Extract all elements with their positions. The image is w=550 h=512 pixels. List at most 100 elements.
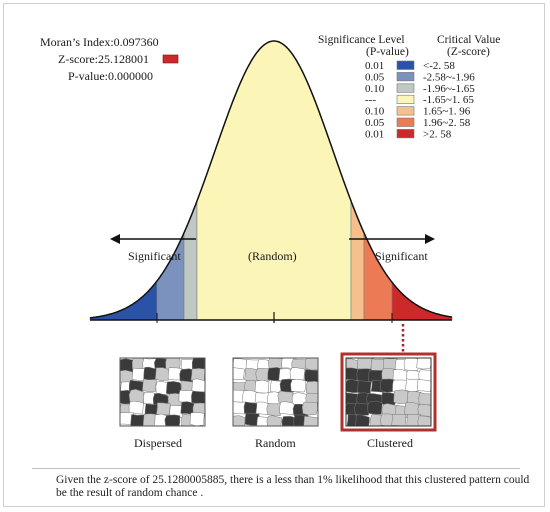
bell-curve: [89, 40, 453, 321]
legend-row: 0.01 <-2. 58: [365, 60, 455, 72]
map-region: [305, 358, 318, 371]
legend-row: 0.05 -2.58~-1.96: [365, 71, 475, 83]
map-region: [189, 412, 205, 426]
map-region: [266, 415, 282, 426]
map-clustered: [340, 352, 437, 432]
legend-p-value: 0.05: [365, 71, 385, 83]
map-region: [304, 369, 318, 383]
map-region: [305, 381, 318, 396]
map-region: [233, 415, 246, 426]
legend-swatch: [396, 117, 415, 127]
map-region: [178, 390, 194, 403]
legend-swatch: [396, 72, 415, 82]
legend-p-value: 0.01: [365, 60, 384, 72]
map-region: [255, 368, 272, 382]
map-region: [393, 389, 409, 405]
map-label-dispersed: Dispersed: [134, 436, 182, 450]
map-region: [367, 400, 383, 415]
map-region: [130, 414, 146, 426]
map-region: [166, 381, 182, 396]
map-region: [380, 413, 396, 426]
map-region: [120, 358, 135, 373]
map-region: [164, 414, 181, 426]
map-label-clustered: Clustered: [367, 436, 413, 450]
legend-p-value: ---: [365, 94, 376, 106]
z-score-text: Z-score:25.128001: [58, 52, 149, 66]
map-region: [303, 415, 318, 426]
legend-row: --- -1.65~1. 65: [365, 94, 474, 106]
map-region: [406, 414, 422, 426]
map-region: [191, 378, 205, 393]
map-region: [357, 380, 372, 395]
legend-z-range: <-2. 58: [423, 60, 455, 72]
map-region: [153, 413, 169, 426]
map-region: [155, 367, 170, 382]
map-region: [418, 392, 431, 406]
map-region: [156, 402, 171, 416]
legend-z-range: 1.65~1. 96: [423, 106, 471, 118]
map-region: [266, 403, 282, 416]
map-region: [381, 392, 397, 406]
z-score-swatch: [162, 54, 179, 64]
right-arrowhead: [425, 234, 435, 244]
legend-p-value: 0.10: [365, 106, 385, 118]
caption-text: Given the z-score of 25.1280005885, ther…: [56, 474, 530, 499]
legend-p-value: 0.01: [365, 128, 384, 140]
legend-significance-subheader: (P-value): [366, 46, 409, 58]
map-region: [281, 416, 297, 426]
left-significant-label: Significant: [128, 249, 181, 263]
legend-swatch: [396, 60, 415, 70]
band-random: [196, 40, 352, 321]
legend-swatch: [396, 83, 415, 93]
map-region: [355, 414, 370, 426]
map-region: [391, 413, 407, 426]
map-region: [356, 358, 372, 370]
map-region: [290, 378, 307, 393]
legend-z-range: >2. 58: [423, 128, 452, 140]
legend-z-range: -2.58~-1.96: [423, 71, 475, 83]
map-region: [242, 390, 258, 404]
map-region: [128, 389, 145, 404]
morans-index-text: Moran’s Index:0.097360: [40, 35, 159, 49]
legend-p-value: 0.05: [365, 117, 385, 129]
random-label: (Random): [248, 249, 297, 263]
p-value-text: P-value:0.000000: [68, 69, 153, 83]
map-region: [404, 402, 419, 416]
legend-row: 0.10 1.65~1. 96: [365, 106, 471, 118]
legend-significance-header: Significance Level: [318, 34, 405, 46]
map-region: [254, 379, 270, 394]
band-right-001: [391, 281, 453, 321]
map-region: [417, 403, 431, 417]
map-random: [232, 357, 319, 427]
map-region: [416, 358, 431, 370]
legend-row: 0.01 >2. 58: [365, 128, 452, 140]
map-region: [418, 369, 431, 383]
map-label-random: Random: [255, 436, 296, 450]
map-region: [403, 358, 419, 371]
legend-swatch: [396, 94, 415, 104]
legend-row: 0.10 -1.96~-1.65: [365, 83, 475, 95]
map-region: [233, 367, 245, 381]
map-region: [279, 401, 295, 415]
map-region: [416, 379, 431, 392]
legend-z-range: 1.96~2. 58: [423, 117, 471, 129]
map-region: [128, 400, 144, 415]
map-dispersed: [119, 357, 206, 427]
map-region: [301, 401, 318, 416]
legend-table: 0.01 <-2. 58 0.05 -2.58~-1.96 0.10 -1.96~-1.6…: [365, 60, 475, 140]
map-region: [142, 378, 157, 392]
legend-swatch: [396, 129, 415, 139]
curve-outline: [89, 40, 453, 319]
map-region: [289, 367, 306, 381]
map-region: [233, 401, 247, 415]
map-region: [405, 378, 420, 393]
map-region: [417, 415, 431, 426]
legend-z-range: -1.65~1. 65: [423, 94, 474, 106]
map-region: [354, 402, 370, 416]
legend-critical-subheader: (Z-score): [447, 46, 490, 58]
map-region: [346, 367, 359, 381]
right-significant-label: Significant: [375, 249, 428, 263]
left-arrowhead: [110, 234, 120, 244]
caption-divider: [32, 468, 520, 469]
